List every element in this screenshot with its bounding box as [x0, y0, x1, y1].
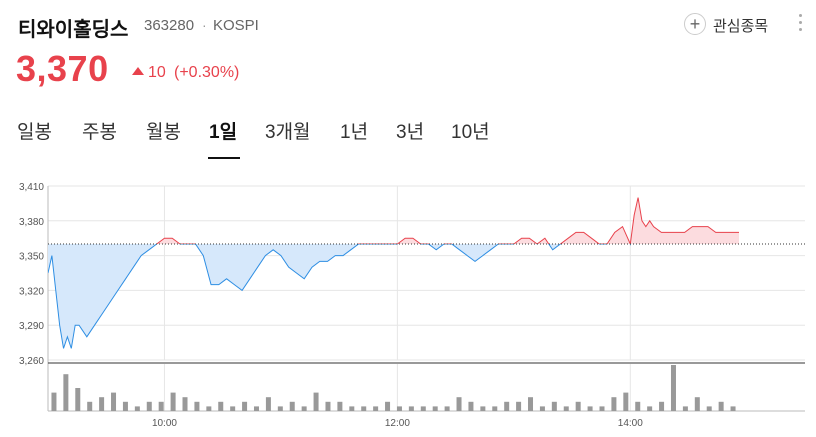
y-tick-label: 3,410: [19, 182, 44, 193]
volume-bar: [301, 406, 307, 411]
volume-bar: [659, 401, 665, 411]
volume-bar: [206, 406, 212, 411]
volume-bar: [575, 401, 581, 411]
volume-bar: [75, 388, 81, 411]
volume-bar: [111, 392, 117, 411]
area-above-baseline: [48, 197, 740, 244]
volume-bar: [635, 401, 641, 411]
volume-bar: [694, 397, 700, 411]
volume-bar: [408, 406, 414, 411]
y-tick-label: 3,290: [19, 321, 44, 332]
tab-1year[interactable]: 1년: [340, 122, 369, 143]
volume-bar: [730, 406, 736, 411]
watchlist-button[interactable]: 관심종목: [713, 18, 769, 35]
volume-bar: [242, 401, 248, 411]
volume-bar: [456, 397, 462, 411]
volume-bar: [706, 406, 712, 411]
price-line-up: [155, 197, 740, 244]
volume-bar: [349, 406, 355, 411]
volume-bar: [587, 406, 593, 411]
volume-bar: [539, 406, 545, 411]
area-below-baseline: [48, 244, 740, 349]
volume-bar: [170, 392, 176, 411]
volume-bar: [63, 374, 69, 411]
volume-bar: [528, 397, 534, 411]
tab-10year[interactable]: 10년: [451, 122, 490, 143]
volume-bar: [122, 401, 128, 411]
tab-1day[interactable]: 1일: [209, 122, 238, 143]
volume-bar: [504, 401, 510, 411]
volume-bar: [647, 406, 653, 411]
tab-daily[interactable]: 일봉: [17, 122, 52, 143]
stock-code: 363280: [144, 17, 195, 34]
volume-bar: [182, 397, 188, 411]
volume-bar: [718, 401, 724, 411]
volume-bar: [480, 406, 486, 411]
volume-bar: [396, 406, 402, 411]
x-tick-label: 10:00: [152, 418, 177, 429]
tab-3year[interactable]: 3년: [396, 122, 425, 143]
volume-bar: [361, 406, 367, 411]
volume-bar: [289, 401, 295, 411]
volume-bar: [146, 401, 152, 411]
volume-bar: [373, 406, 379, 411]
volume-bar: [682, 406, 688, 411]
volume-bar: [313, 392, 319, 411]
volume-bar: [468, 401, 474, 411]
volume-bar: [51, 392, 57, 411]
x-tick-label: 14:00: [618, 418, 643, 429]
price-change: 10: [148, 64, 166, 81]
volume-bar: [253, 406, 259, 411]
up-arrow-icon: [132, 67, 144, 75]
volume-bar: [551, 401, 557, 411]
volume-bar: [218, 401, 224, 411]
volume-bar: [158, 401, 164, 411]
volume-bar: [432, 406, 438, 411]
y-tick-label: 3,260: [19, 356, 44, 367]
volume-bar: [134, 406, 140, 411]
period-tabs: 일봉 주봉 월봉 1일 3개월 1년 3년 10년: [0, 117, 816, 161]
volume-bar: [611, 397, 617, 411]
market-label: KOSPI: [213, 17, 259, 34]
stock-name: 티와이홀딩스: [18, 19, 129, 41]
y-tick-label: 3,380: [19, 217, 44, 228]
volume-bar: [277, 406, 283, 411]
volume-bar: [670, 365, 676, 411]
volume-bar: [194, 401, 200, 411]
y-tick-label: 3,320: [19, 286, 44, 297]
price-change-percent: (+0.30%): [174, 64, 240, 81]
active-tab-underline: [208, 157, 240, 159]
price-line-down: [48, 244, 631, 349]
volume-bar: [623, 392, 629, 411]
volume-bar: [385, 401, 391, 411]
separator-dot: ·: [202, 17, 207, 33]
volume-bar: [87, 401, 93, 411]
more-options-icon[interactable]: [798, 14, 804, 35]
volume-bar: [337, 401, 343, 411]
volume-bar: [563, 406, 569, 411]
y-tick-label: 3,350: [19, 252, 44, 263]
tab-weekly[interactable]: 주봉: [82, 122, 117, 143]
add-watchlist-icon[interactable]: +: [684, 13, 706, 35]
volume-bar: [265, 397, 271, 411]
volume-bar: [420, 406, 426, 411]
x-tick-label: 12:00: [385, 418, 410, 429]
volume-bar: [325, 401, 331, 411]
current-price: 3,370: [16, 48, 109, 89]
volume-bar: [516, 401, 522, 411]
tab-3month[interactable]: 3개월: [265, 122, 311, 143]
volume-bar: [99, 397, 105, 411]
volume-bar: [444, 406, 450, 411]
volume-bar: [230, 406, 236, 411]
tab-monthly[interactable]: 월봉: [146, 122, 181, 143]
volume-bar: [492, 406, 498, 411]
volume-bar: [599, 406, 605, 411]
